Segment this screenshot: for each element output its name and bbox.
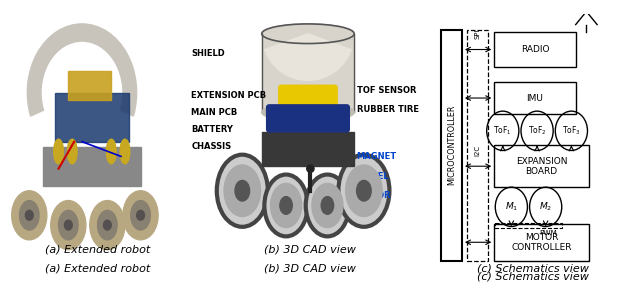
Text: (b) 3D CAD view: (b) 3D CAD view bbox=[264, 244, 356, 255]
Ellipse shape bbox=[235, 180, 250, 201]
Bar bbox=[467, 30, 488, 261]
Text: $M_1$: $M_1$ bbox=[505, 201, 518, 213]
Ellipse shape bbox=[54, 139, 63, 164]
Ellipse shape bbox=[123, 191, 158, 240]
Text: (b) 3D CAD view: (b) 3D CAD view bbox=[264, 264, 356, 274]
Ellipse shape bbox=[312, 183, 343, 228]
Ellipse shape bbox=[51, 201, 86, 250]
Ellipse shape bbox=[262, 102, 354, 122]
Text: CHASSIS: CHASSIS bbox=[191, 142, 231, 151]
Text: I2C: I2C bbox=[475, 145, 481, 156]
Text: $M_2$: $M_2$ bbox=[539, 201, 552, 213]
Bar bbox=[494, 32, 576, 67]
Bar bbox=[494, 224, 589, 261]
Text: RADIO: RADIO bbox=[521, 45, 549, 54]
Text: SPI: SPI bbox=[475, 28, 481, 39]
Text: TOF SENSOR: TOF SENSOR bbox=[356, 86, 416, 95]
Bar bbox=[495, 222, 562, 228]
Ellipse shape bbox=[280, 197, 292, 214]
Bar bbox=[54, 92, 129, 142]
Ellipse shape bbox=[218, 157, 267, 225]
Text: (a) Extended robot: (a) Extended robot bbox=[45, 264, 150, 274]
Ellipse shape bbox=[104, 220, 111, 230]
Ellipse shape bbox=[271, 183, 301, 228]
Text: ToF$_2$: ToF$_2$ bbox=[528, 125, 547, 137]
Bar bbox=[494, 82, 576, 114]
Ellipse shape bbox=[19, 201, 39, 230]
Ellipse shape bbox=[59, 210, 78, 240]
Text: EXPANSION
BOARD: EXPANSION BOARD bbox=[516, 157, 567, 176]
Bar bbox=[262, 132, 354, 166]
FancyBboxPatch shape bbox=[279, 85, 337, 115]
Ellipse shape bbox=[90, 201, 125, 250]
Bar bbox=[494, 145, 589, 187]
Text: ToF$_3$: ToF$_3$ bbox=[562, 125, 580, 137]
Text: WHEEL: WHEEL bbox=[356, 171, 389, 180]
Text: EXTENSION PCB: EXTENSION PCB bbox=[191, 91, 266, 100]
Text: MAIN PCB: MAIN PCB bbox=[191, 108, 237, 117]
Text: PWM: PWM bbox=[540, 230, 557, 237]
Text: SHIELD: SHIELD bbox=[191, 49, 225, 58]
FancyBboxPatch shape bbox=[267, 105, 349, 132]
Bar bbox=[43, 147, 141, 186]
Ellipse shape bbox=[131, 201, 150, 230]
Ellipse shape bbox=[321, 197, 333, 214]
Ellipse shape bbox=[262, 24, 354, 43]
Bar bbox=[68, 70, 111, 100]
Wedge shape bbox=[264, 34, 351, 80]
Text: ToF$_1$: ToF$_1$ bbox=[493, 125, 512, 137]
Ellipse shape bbox=[307, 165, 314, 172]
Ellipse shape bbox=[266, 176, 307, 235]
Ellipse shape bbox=[340, 157, 388, 225]
Text: MICROCONTROLLER: MICROCONTROLLER bbox=[447, 105, 456, 186]
Ellipse shape bbox=[346, 165, 382, 217]
Ellipse shape bbox=[356, 180, 371, 201]
Ellipse shape bbox=[12, 191, 47, 240]
Bar bbox=[262, 34, 354, 112]
Ellipse shape bbox=[67, 139, 77, 164]
Ellipse shape bbox=[65, 220, 72, 230]
Text: (c) Schematics view: (c) Schematics view bbox=[477, 264, 588, 274]
Ellipse shape bbox=[224, 165, 260, 217]
Text: MOTOR
CONTROLLER: MOTOR CONTROLLER bbox=[511, 233, 572, 252]
Ellipse shape bbox=[106, 139, 116, 164]
Text: (c) Schematics view: (c) Schematics view bbox=[477, 272, 589, 282]
Ellipse shape bbox=[97, 210, 117, 240]
Text: RUBBER TIRE: RUBBER TIRE bbox=[356, 105, 419, 114]
Wedge shape bbox=[28, 24, 136, 116]
Text: IMU: IMU bbox=[527, 94, 543, 103]
Ellipse shape bbox=[137, 210, 145, 220]
Text: MAGNET: MAGNET bbox=[356, 152, 397, 161]
Text: BATTERY: BATTERY bbox=[191, 125, 233, 134]
Bar bbox=[440, 30, 462, 261]
Ellipse shape bbox=[120, 139, 130, 164]
Ellipse shape bbox=[26, 210, 33, 220]
Text: MOTOR: MOTOR bbox=[356, 191, 391, 200]
Ellipse shape bbox=[307, 176, 348, 235]
Text: (a) Extended robot: (a) Extended robot bbox=[45, 244, 150, 255]
